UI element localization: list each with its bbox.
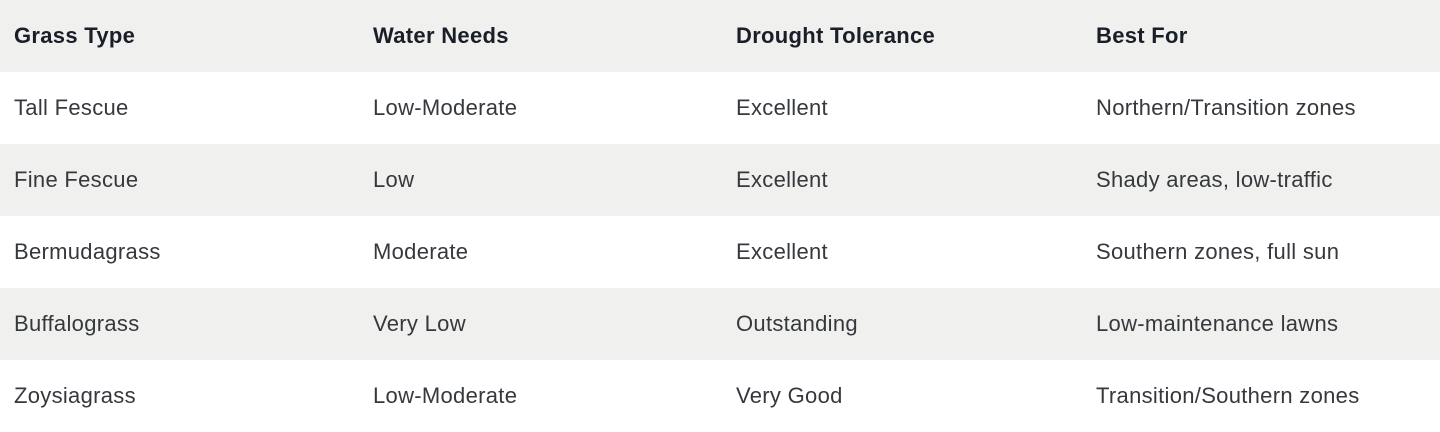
grass-type-cell: Bermudagrass: [14, 239, 161, 264]
water-needs-cell: Low-Moderate: [373, 383, 518, 408]
column-header-drought-tolerance: Drought Tolerance: [722, 0, 1082, 72]
water-needs-cell: Moderate: [373, 239, 469, 264]
column-header-water-needs: Water Needs: [359, 0, 722, 72]
best-for-cell: Shady areas, low-traffic: [1096, 167, 1333, 192]
water-needs-cell: Very Low: [373, 311, 466, 336]
table-row: Zoysiagrass Low-Moderate Very Good Trans…: [0, 360, 1440, 432]
best-for-cell: Northern/Transition zones: [1096, 95, 1356, 120]
table-row: Buffalograss Very Low Outstanding Low-ma…: [0, 288, 1440, 360]
table-row: Tall Fescue Low-Moderate Excellent North…: [0, 72, 1440, 144]
grass-type-cell: Fine Fescue: [14, 167, 139, 192]
table-row: Bermudagrass Moderate Excellent Southern…: [0, 216, 1440, 288]
header-row: Grass Type Water Needs Drought Tolerance…: [0, 0, 1440, 72]
drought-tolerance-cell: Outstanding: [736, 311, 858, 336]
drought-tolerance-cell: Very Good: [736, 383, 843, 408]
grass-type-cell: Tall Fescue: [14, 95, 129, 120]
column-header-best-for: Best For: [1082, 0, 1440, 72]
grass-type-cell: Buffalograss: [14, 311, 140, 336]
best-for-cell: Southern zones, full sun: [1096, 239, 1340, 264]
water-needs-cell: Low: [373, 167, 415, 192]
column-header-grass-type: Grass Type: [0, 0, 359, 72]
best-for-cell: Transition/Southern zones: [1096, 383, 1360, 408]
best-for-cell: Low-maintenance lawns: [1096, 311, 1339, 336]
grass-type-cell: Zoysiagrass: [14, 383, 136, 408]
table-row: Fine Fescue Low Excellent Shady areas, l…: [0, 144, 1440, 216]
drought-tolerance-cell: Excellent: [736, 167, 828, 192]
drought-tolerance-cell: Excellent: [736, 239, 828, 264]
water-needs-cell: Low-Moderate: [373, 95, 518, 120]
drought-tolerance-cell: Excellent: [736, 95, 828, 120]
